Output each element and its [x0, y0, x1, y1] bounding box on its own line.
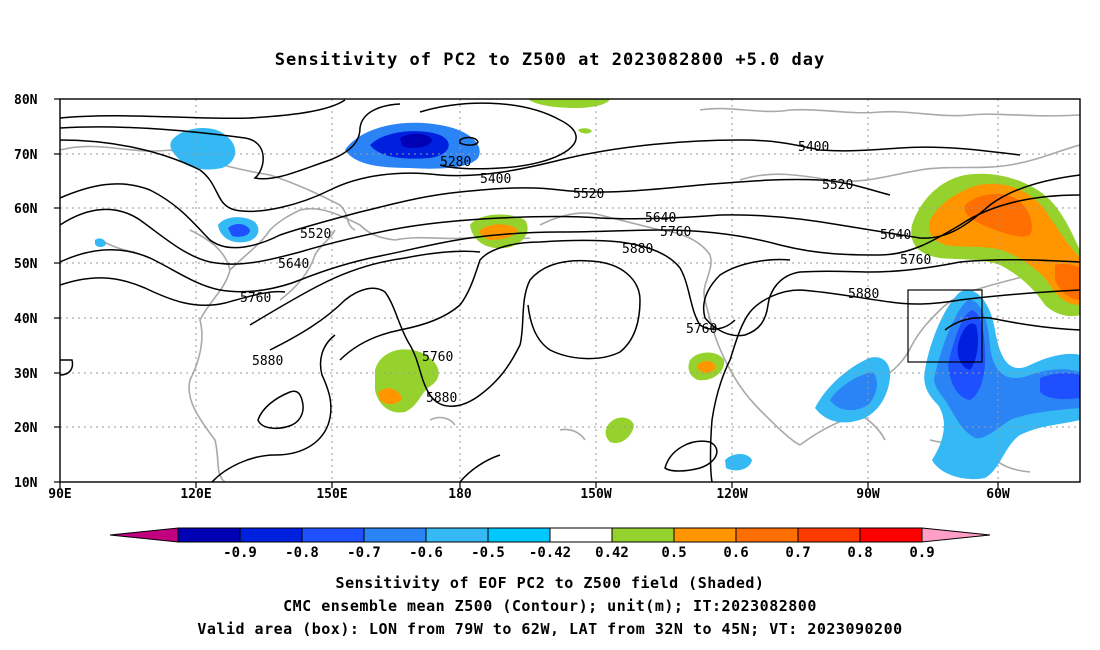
contour-label: 5880: [622, 242, 653, 257]
lon-label: 180: [448, 487, 472, 502]
contour-label: 5640: [645, 211, 676, 226]
lat-lon-grid: [60, 99, 1080, 482]
lat-label: 50N: [14, 257, 38, 272]
colorbar-swatch: [549, 527, 613, 543]
contour-label: 5760: [240, 291, 271, 306]
colorbar-label: 0.42: [595, 545, 629, 561]
colorbar-swatch: [611, 527, 675, 543]
colorbar-label: -0.8: [285, 545, 319, 561]
lon-label: 120W: [716, 487, 747, 502]
colorbar-swatch: [177, 527, 241, 543]
colorbar-swatch: [673, 527, 737, 543]
colorbar-swatch: [735, 527, 799, 543]
contour-label: 5880: [848, 287, 879, 302]
contour-label: 5520: [300, 227, 331, 242]
lat-label: 30N: [14, 367, 38, 382]
blob-positive-small-south: [605, 417, 634, 444]
contour-label: 5400: [480, 172, 511, 187]
contour-label: 5640: [278, 257, 309, 272]
lat-label: 70N: [14, 148, 38, 163]
caption-valid-area: Valid area (box): LON from 79W to 62W, L…: [197, 620, 903, 638]
contour-label: 5280: [440, 155, 471, 170]
colorbar-swatch: [363, 527, 427, 543]
colorbar-swatch: [859, 527, 923, 543]
valid-area-box: [907, 289, 983, 363]
lat-label: 10N: [14, 476, 38, 491]
caption-contour: CMC ensemble mean Z500 (Contour); unit(m…: [283, 597, 817, 615]
z500-contours: [60, 99, 1080, 482]
lat-label: 20N: [14, 421, 38, 436]
colorbar-label: -0.5: [471, 545, 505, 561]
colorbar-label: 0.5: [661, 545, 686, 561]
caption-shading: Sensitivity of EOF PC2 to Z500 field (Sh…: [335, 574, 765, 592]
lat-label: 60N: [14, 202, 38, 217]
colorbar-swatch: [239, 527, 303, 543]
colorbar-swatch: [487, 527, 551, 543]
lon-label: 90W: [856, 487, 880, 502]
lon-label: 150W: [580, 487, 611, 502]
lat-label: 40N: [14, 312, 38, 327]
lon-label: 90E: [48, 487, 71, 502]
contour-labels: 5280 5400 5400 5520 5520 5520 5640 5640 …: [240, 140, 931, 406]
lon-axis: 90E 120E 150E 180 150W 120W 90W 60W: [48, 487, 1010, 502]
colorbar-label: -0.42: [529, 545, 571, 561]
colorbar-swatch: [425, 527, 489, 543]
colorbar-swatch: [301, 527, 365, 543]
lon-label: 150E: [316, 487, 347, 502]
sensitivity-shading: [95, 99, 1080, 480]
colorbar-swatch: [797, 527, 861, 543]
contour-label: 5520: [573, 187, 604, 202]
colorbar-label: 0.7: [785, 545, 810, 561]
contour-label: 5400: [798, 140, 829, 155]
contour-label: 5760: [900, 253, 931, 268]
blob-positive-arctic: [528, 99, 610, 108]
lon-label: 60W: [986, 487, 1010, 502]
contour-label: 5640: [880, 228, 911, 243]
lat-label: 80N: [14, 93, 38, 108]
colorbar-extend-low: [109, 527, 179, 543]
colorbar-label: -0.6: [409, 545, 443, 561]
contour-label: 5760: [660, 225, 691, 240]
blob-negative-small: [95, 238, 106, 247]
colorbar: -0.9 -0.8 -0.7 -0.6 -0.5 -0.42 0.42 0.5 0.6 0.7 0.…: [109, 527, 991, 561]
colorbar-label: -0.7: [347, 545, 381, 561]
lat-axis: 80N 70N 60N 50N 40N 30N 20N 10N: [14, 93, 38, 491]
contour-label: 5760: [422, 350, 453, 365]
colorbar-label: 0.9: [909, 545, 934, 561]
colorbar-label: -0.9: [223, 545, 257, 561]
colorbar-extend-high: [921, 527, 991, 543]
contour-label: 5880: [252, 354, 283, 369]
chart-title: Sensitivity of PC2 to Z500 at 2023082800…: [274, 50, 826, 70]
colorbar-label: 0.8: [847, 545, 872, 561]
colorbar-label: 0.6: [723, 545, 748, 561]
lon-label: 120E: [180, 487, 211, 502]
contour-label: 5880: [426, 391, 457, 406]
contour-label: 5760: [686, 322, 717, 337]
blob-negative-kamchatka: [170, 128, 236, 170]
contour-label: 5520: [822, 178, 853, 193]
